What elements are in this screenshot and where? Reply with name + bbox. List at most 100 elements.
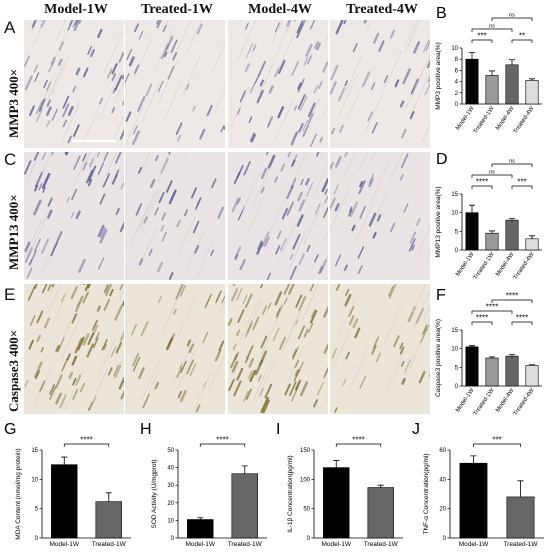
y-tick-label: 5 bbox=[35, 507, 39, 513]
bar-treated-1w bbox=[231, 473, 258, 539]
bar-model-1w bbox=[465, 212, 479, 251]
x-tick-label: Model-1W bbox=[455, 251, 476, 277]
x-tick-label: Treated-4W bbox=[513, 251, 536, 280]
row-label-caspase3: Caspase3 400× bbox=[6, 329, 21, 412]
significance-label: **** bbox=[486, 303, 498, 312]
y-tick-label: 15 bbox=[31, 448, 38, 454]
error-bar bbox=[529, 364, 535, 366]
y-tick-label: 50 bbox=[303, 507, 310, 513]
column-header-treated-4w: Treated-4W bbox=[346, 2, 418, 17]
y-tick-label: 150 bbox=[300, 448, 311, 454]
error-bar bbox=[61, 456, 68, 465]
significance-bracket bbox=[471, 174, 513, 178]
y-tick-label: 10 bbox=[167, 518, 174, 524]
x-tick-label: Treated-1W bbox=[473, 105, 496, 134]
chart-j: J TNF-α Concentration(pg/ml) 0 20 40 60 Model-… bbox=[412, 422, 544, 548]
significance-label: *** bbox=[517, 178, 526, 187]
significance-label: **** bbox=[506, 292, 518, 301]
significance-bracket bbox=[491, 17, 533, 21]
chart-g: G MDA Content (nmol/mg protein) 0 5 10 15 Mode… bbox=[4, 422, 131, 548]
y-tick-label: 100 bbox=[300, 477, 311, 483]
significance-bracket bbox=[471, 39, 493, 43]
y-tick-label: 10 bbox=[451, 46, 458, 52]
micrograph-r2-c2 bbox=[125, 152, 225, 280]
panel-letter-h: H bbox=[140, 422, 152, 438]
significance-bracket bbox=[63, 443, 110, 447]
y-tick-label: 0 bbox=[455, 384, 459, 390]
y-tick-label: 60 bbox=[439, 448, 446, 454]
x-tick-label: Treated-4W bbox=[513, 105, 536, 134]
x-tick-label: Treated-1W bbox=[228, 541, 263, 548]
y-tick-label: 50 bbox=[167, 448, 174, 454]
y-tick-label: 0 bbox=[307, 536, 311, 542]
y-tick-label: 0 bbox=[455, 102, 459, 108]
significance-label: **** bbox=[476, 178, 488, 187]
y-tick-label: 5 bbox=[455, 229, 459, 235]
bar-model-1w bbox=[323, 467, 350, 539]
x-tick-label: Treated-1W bbox=[92, 541, 127, 548]
significance-label: **** bbox=[352, 436, 364, 445]
bar-treated-1w bbox=[485, 75, 499, 105]
x-tick-label: Model-4W bbox=[495, 105, 516, 131]
panel-letter-c: C bbox=[4, 150, 17, 169]
y-axis-label: SOD Activity (U/mgprot) bbox=[151, 460, 158, 529]
panel-letter-a: A bbox=[4, 18, 16, 37]
x-tick-label: Model-1W bbox=[185, 541, 215, 548]
y-tick-label: 15 bbox=[451, 192, 458, 198]
micrograph-r2-c4 bbox=[330, 152, 430, 280]
y-tick-label: 10 bbox=[451, 347, 458, 353]
y-axis-label: Caspase3 positive area(%) bbox=[435, 319, 442, 397]
panel-letter-i: I bbox=[276, 422, 280, 438]
chart-i: I IL-1β Concentration(pg/ml) 0 50 100 150 Mode… bbox=[276, 422, 403, 548]
error-bar bbox=[469, 52, 475, 60]
error-bar bbox=[470, 455, 477, 464]
y-tick-label: 0 bbox=[455, 248, 459, 254]
error-bar bbox=[489, 356, 495, 358]
x-tick-label: Model-1W bbox=[459, 541, 489, 548]
y-tick-label: 2 bbox=[455, 91, 459, 97]
panel-letter-j: J bbox=[412, 422, 420, 438]
y-tick-label: 20 bbox=[439, 507, 446, 513]
y-tick-label: 4 bbox=[455, 80, 459, 86]
micrograph-r1-c1 bbox=[24, 20, 124, 148]
error-bar bbox=[489, 70, 495, 76]
significance-bracket bbox=[473, 443, 521, 447]
x-tick-label: Treated-1W bbox=[473, 387, 496, 416]
bar-model-1w bbox=[459, 462, 488, 539]
x-tick-label: Model-1W bbox=[455, 387, 476, 413]
column-header-model-4w: Model-4W bbox=[248, 2, 312, 17]
micrograph-r2-c3 bbox=[228, 152, 328, 280]
bar-treated-4w bbox=[525, 80, 539, 105]
micrograph-r1-c4 bbox=[330, 20, 430, 148]
panel-letter-b: B bbox=[436, 5, 447, 22]
column-header-model-1w: Model-1W bbox=[44, 2, 108, 17]
y-axis-label: MDA Content (nmol/mg protein) bbox=[15, 448, 22, 539]
significance-label: ns bbox=[489, 24, 495, 30]
significance-label: ns bbox=[509, 159, 515, 165]
x-tick-label: Treated-1W bbox=[364, 541, 399, 548]
y-axis-label: IL-1β Concentration(pg/ml) bbox=[287, 455, 294, 532]
y-tick-label: 40 bbox=[167, 466, 174, 472]
y-tick-label: 10 bbox=[451, 211, 458, 217]
panel-letter-e: E bbox=[4, 285, 16, 304]
y-axis-label: MMP13 positive area(%) bbox=[435, 186, 442, 257]
y-tick-label: 0 bbox=[171, 536, 175, 542]
y-tick-label: 5 bbox=[455, 365, 459, 371]
significance-label: *** bbox=[477, 32, 486, 41]
error-bar bbox=[469, 345, 475, 347]
error-bar bbox=[469, 204, 475, 213]
bar-model-4w bbox=[505, 219, 519, 251]
bar-treated-1w bbox=[367, 487, 394, 539]
significance-bracket bbox=[471, 321, 493, 325]
micrograph-r2-c1 bbox=[24, 152, 124, 280]
panel-letter-g: G bbox=[4, 422, 16, 438]
bar-treated-4w bbox=[525, 365, 539, 387]
significance-label: ns bbox=[509, 13, 515, 19]
x-tick-label: Treated-4W bbox=[513, 387, 536, 416]
y-tick-label: 20 bbox=[167, 501, 174, 507]
row-label-mmp3: MMP3 400× bbox=[6, 68, 21, 138]
x-tick-label: Model-4W bbox=[495, 251, 516, 277]
bar-treated-4w bbox=[525, 238, 539, 251]
error-bar bbox=[105, 492, 112, 502]
